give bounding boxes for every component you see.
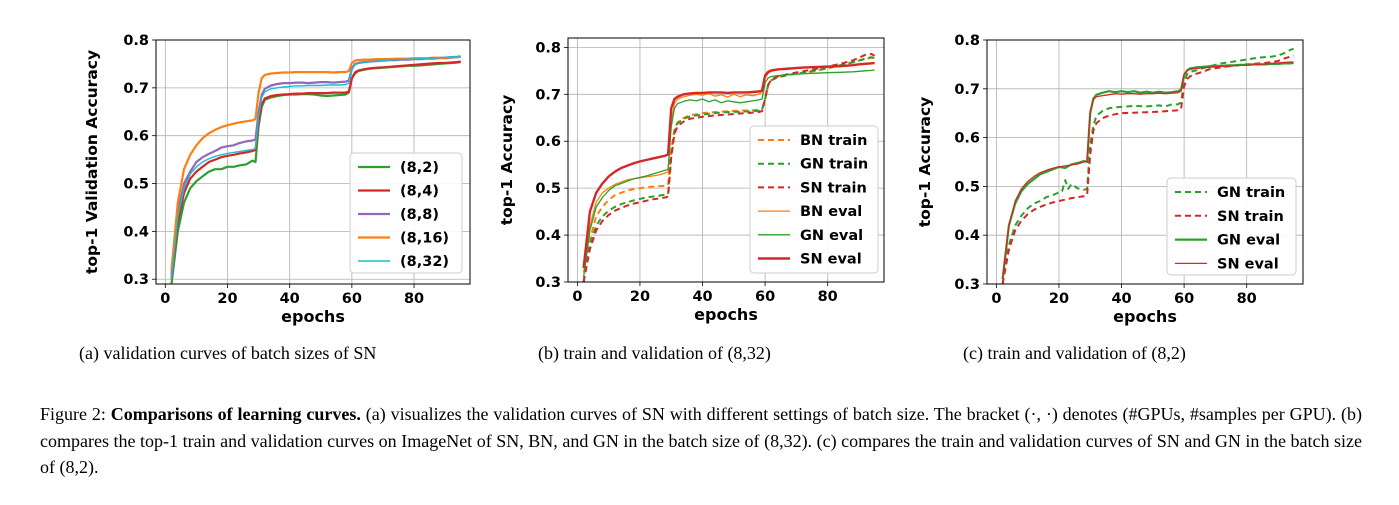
legend-label: (8,2) — [400, 160, 439, 176]
y-tick-label: 0.6 — [123, 129, 149, 145]
x-tick-label: 40 — [1111, 291, 1131, 307]
x-tick-label: 60 — [1174, 291, 1194, 307]
x-tick-label: 20 — [630, 289, 650, 305]
y-tick-label: 0.4 — [535, 228, 561, 244]
series-line-sn-eval — [1001, 61, 1294, 280]
y-axis-label: top-1 Accuracy — [498, 95, 516, 226]
legend-label: SN train — [800, 180, 867, 196]
y-tick-label: 0.3 — [954, 277, 980, 293]
x-tick-label: 60 — [755, 289, 775, 305]
figure-caption-title: Comparisons of learning curves. — [110, 404, 361, 424]
y-tick-label: 0.6 — [954, 131, 980, 147]
y-tick-label: 0.3 — [123, 272, 149, 288]
x-axis-label: epochs — [281, 307, 345, 326]
y-tick-label: 0.4 — [954, 228, 980, 244]
y-axis-label: top-1 Validation Accuracy — [83, 50, 101, 274]
y-tick-label: 0.4 — [123, 224, 149, 240]
x-tick-label: 0 — [160, 291, 170, 307]
subcaption-c: (c) train and validation of (8,2) — [963, 343, 1186, 363]
legend-label: BN train — [800, 133, 867, 149]
legend-label: GN eval — [1217, 233, 1280, 249]
legend-label: SN eval — [800, 252, 862, 268]
x-tick-label: 80 — [818, 289, 838, 305]
legend: (8,2) (8,4) (8,8) (8,16) (8,32) — [349, 152, 463, 274]
series-line-gn-eval — [582, 69, 875, 278]
x-tick-label: 40 — [280, 291, 300, 307]
x-axis-label: epochs — [1113, 307, 1177, 326]
x-tick-label: 80 — [404, 291, 424, 307]
legend-label: (8,4) — [400, 184, 439, 200]
legend-label: (8,16) — [400, 231, 449, 247]
x-tick-label: 40 — [692, 289, 712, 305]
legend-label: SN eval — [1217, 256, 1279, 272]
y-tick-label: 0.8 — [954, 33, 980, 49]
x-tick-label: 20 — [217, 291, 237, 307]
legend-label: BN eval — [800, 204, 862, 220]
legend-label: (8,32) — [400, 254, 449, 270]
legend-label: GN eval — [800, 228, 863, 244]
series-group — [1001, 47, 1294, 284]
y-tick-label: 0.7 — [123, 81, 149, 97]
plot-frame — [986, 39, 1304, 285]
figure-caption-label: Figure 2: — [40, 404, 106, 424]
series-group — [170, 55, 461, 284]
y-tick-label: 0.5 — [123, 177, 149, 193]
x-tick-label: 0 — [572, 289, 582, 305]
subcaption-a: (a) validation curves of batch sizes of … — [79, 343, 377, 363]
legend: BN train GN train SN train BN eval GN eval SN… — [749, 125, 879, 274]
series-group — [582, 53, 876, 282]
series-line-bn-train — [582, 56, 875, 282]
plot-frame — [567, 37, 885, 283]
x-tick-label: 80 — [1237, 291, 1257, 307]
y-axis-label: top-1 Accuracy — [916, 97, 934, 228]
x-tick-label: 0 — [991, 291, 1001, 307]
series-line-8-4 — [170, 60, 461, 280]
legend-label: (8,8) — [400, 207, 439, 223]
chart-c: 0 20 40 60 80 0.3 0.4 0.5 0.6 0.7 0.8 epochs top-1 A… — [916, 33, 1304, 326]
chart-a: 0 20 40 60 80 0.3 0.4 0.5 0.6 0.7 0.8 epochs top-1 V… — [83, 33, 471, 326]
x-tick-label: 20 — [1049, 291, 1069, 307]
y-tick-label: 0.6 — [535, 134, 561, 150]
chart-b: 0 20 40 60 80 0.3 0.4 0.5 0.6 0.7 0.8 epochs top-1 A… — [498, 37, 885, 324]
series-line-gn-train — [1001, 47, 1294, 284]
series-line-sn-train — [582, 53, 876, 282]
series-line-sn-eval — [582, 61, 875, 269]
legend-label: GN train — [800, 157, 868, 173]
figure-caption-body: (a) visualizes the validation curves of … — [40, 404, 1363, 477]
legend: GN train SN train GN eval SN eval — [1166, 177, 1297, 276]
y-tick-label: 0.8 — [123, 33, 149, 49]
y-tick-label: 0.7 — [535, 87, 561, 103]
y-tick-label: 0.7 — [954, 82, 980, 98]
legend-label: GN train — [1217, 185, 1285, 201]
y-tick-label: 0.8 — [535, 40, 561, 56]
x-axis-label: epochs — [694, 305, 758, 324]
legend-box — [1166, 177, 1297, 276]
legend-box — [349, 152, 463, 274]
subcaption-b: (b) train and validation of (8,32) — [538, 343, 771, 363]
series-line-8-32 — [170, 55, 461, 280]
x-tick-label: 60 — [342, 291, 362, 307]
plot-frame — [155, 39, 471, 285]
y-tick-label: 0.3 — [535, 275, 561, 291]
figure-caption: Figure 2: Comparisons of learning curves… — [40, 401, 1362, 481]
y-tick-label: 0.5 — [954, 179, 980, 195]
y-tick-label: 0.5 — [535, 181, 561, 197]
legend-label: SN train — [1217, 209, 1284, 225]
